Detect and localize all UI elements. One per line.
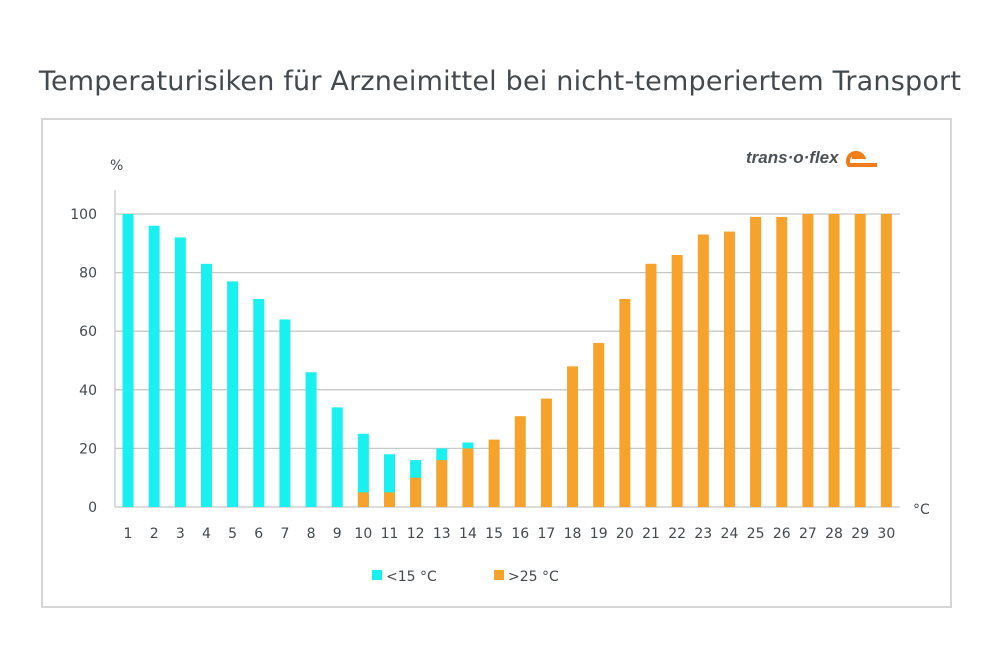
x-tick-label: 12 [407,526,425,542]
legend-swatch [494,570,504,580]
x-tick-label: 27 [799,526,817,542]
x-tick-label: 13 [433,526,451,542]
legend-label: >25 °C [508,569,559,585]
bar-above-25-28 [828,214,840,507]
bar-below-15-11 [384,454,395,507]
bar-below-15-6 [253,298,265,507]
bar-above-25-19 [593,342,605,507]
bar-above-25-13 [436,460,448,507]
bar-below-15-9 [331,407,343,507]
bar-below-15-10 [357,433,369,507]
x-tick-label: 29 [851,526,869,542]
bar-above-25-18 [567,366,579,507]
bar-above-25-26 [776,216,788,507]
bar-below-15-3 [174,237,186,507]
x-tick-label: 18 [564,526,582,542]
bar-above-25-21 [645,263,657,507]
x-tick-label: 7 [280,526,289,542]
x-tick-label: 24 [721,526,739,542]
bar-above-25-27 [802,214,814,507]
x-tick-label: 20 [616,526,634,542]
bar-above-25-16 [514,416,526,507]
x-axis-label: °C [913,502,930,518]
y-tick-label: 40 [79,383,97,399]
x-tick-label: 30 [877,526,895,542]
y-tick-label: 20 [79,441,97,457]
bar-above-25-24 [723,231,735,507]
bar-below-15-4 [200,263,212,507]
bar-above-25-23 [697,234,709,507]
x-tick-label: 14 [459,526,477,542]
x-tick-label: 6 [254,526,263,542]
x-tick-label: 11 [381,526,399,542]
trans-o-flex-logo: trans·o·flex [746,145,879,171]
chart-frame [41,118,952,608]
bar-above-25-12 [410,477,422,507]
x-tick-label: 21 [642,526,660,542]
x-tick-label: 28 [825,526,843,542]
x-tick-label: 2 [150,526,159,542]
x-tick-label: 1 [124,526,133,542]
x-tick-label: 17 [537,526,555,542]
y-axis-label: % [110,158,123,174]
bar-below-15-2 [148,225,160,507]
bar-above-25-11 [384,492,395,507]
x-tick-label: 22 [668,526,686,542]
bar-above-25-17 [540,398,552,507]
x-tick-label: 23 [694,526,712,542]
bar-above-25-29 [854,214,866,507]
bar-above-25-15 [488,439,500,507]
x-tick-label: 25 [747,526,765,542]
logo-text: trans·o·flex [746,148,839,167]
x-tick-label: 4 [202,526,211,542]
bar-below-15-5 [227,281,239,507]
bar-below-15-1 [122,214,134,507]
x-tick-label: 15 [485,526,503,542]
bar-below-15-8 [305,372,317,507]
bar-above-25-10 [357,492,369,507]
bar-above-25-14 [462,448,474,507]
bar-above-25-30 [880,214,892,507]
x-tick-label: 26 [773,526,791,542]
y-tick-label: 80 [79,266,97,282]
logo-icon [845,150,877,167]
bar-above-25-20 [619,298,631,507]
x-tick-label: 5 [228,526,237,542]
x-tick-label: 9 [333,526,342,542]
x-tick-label: 19 [590,526,608,542]
y-tick-label: 100 [70,207,97,223]
y-tick-label: 0 [88,500,97,516]
legend-label: <15 °C [386,569,437,585]
y-tick-label: 60 [79,324,97,340]
legend-swatch [372,570,382,580]
bar-above-25-25 [750,216,762,507]
x-tick-label: 8 [307,526,316,542]
x-tick-label: 3 [176,526,185,542]
bar-above-25-22 [671,255,683,507]
bar-below-15-7 [279,319,291,507]
x-tick-label: 10 [354,526,372,542]
chart-title: Temperaturisiken für Arzneimittel bei ni… [38,66,962,97]
x-tick-label: 16 [511,526,529,542]
